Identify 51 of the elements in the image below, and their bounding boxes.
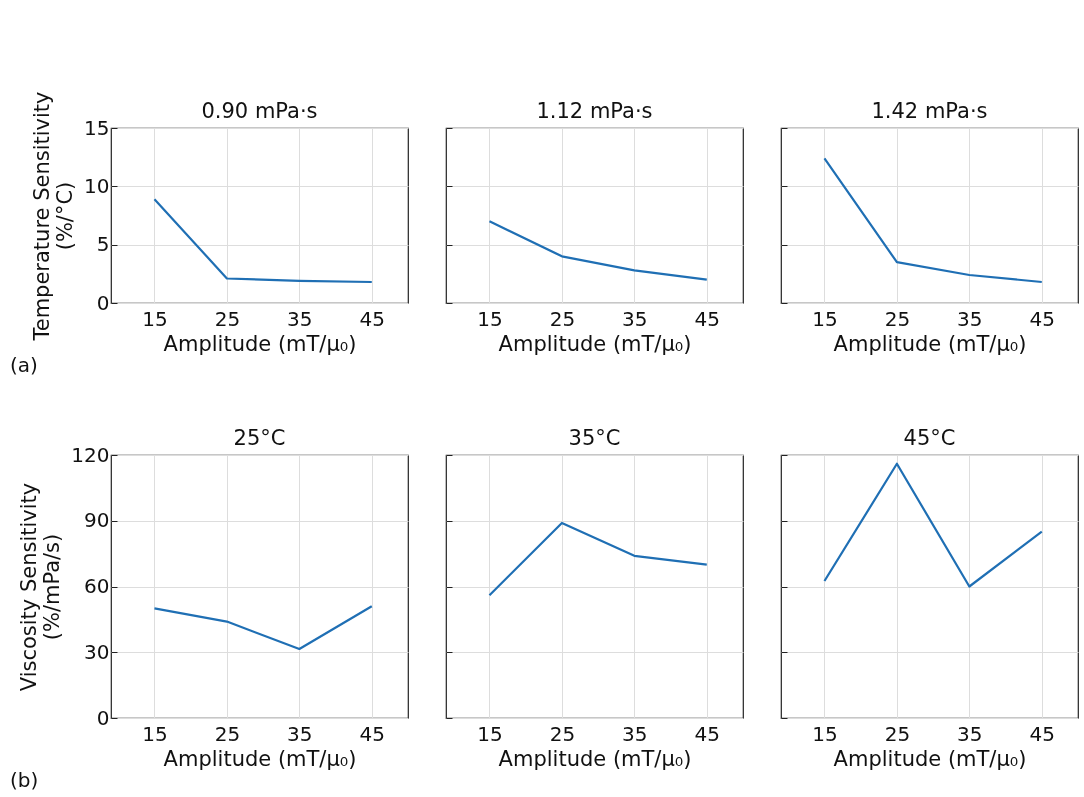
text: (a) [10,353,38,377]
chart-title: 0.90 mPa·s [201,99,318,123]
x-tick-label: 45 [359,306,386,331]
x-tick-label: 25 [214,721,241,746]
x-tick-label: 25 [214,306,241,331]
x-tick-label: 35 [287,306,313,331]
x-tick-label: 35 [622,306,648,331]
x-tick-label: 15 [812,306,838,331]
y-tick-label: 0 [96,705,110,730]
text: (b) [10,768,39,792]
chart-title: 45°C [903,426,956,450]
x-tick-label: 25 [884,721,911,746]
x-axis-title: Amplitude (mT/μ₀) [498,331,692,356]
x-tick-label: 15 [142,721,168,746]
x-tick-label: 15 [477,721,503,746]
y-tick-label: 10 [84,173,110,198]
y-tick-label: 120 [71,442,110,467]
x-axis-title: Amplitude (mT/μ₀) [163,746,357,771]
y-axis-title: Viscosity Sensitivity (%/mPa/s) [17,482,65,692]
y-tick-label: 15 [84,115,110,140]
y-tick-label: 30 [84,639,110,664]
x-tick-label: 35 [957,306,983,331]
x-tick-label: 25 [549,306,576,331]
y-axis-title: Temperature Sensitivity (%/°C) [30,91,78,342]
x-tick-label: 45 [694,721,721,746]
x-tick-label: 35 [622,721,648,746]
y-tick-label: 5 [96,232,110,257]
x-tick-label: 35 [957,721,983,746]
x-tick-label: 15 [142,306,168,331]
x-tick-label: 45 [1029,721,1056,746]
x-tick-label: 25 [549,721,576,746]
x-tick-label: 45 [1029,306,1056,331]
y-tick-label: 90 [84,508,110,533]
x-tick-label: 35 [287,721,313,746]
x-tick-label: 45 [694,306,721,331]
line-series [153,198,373,284]
chart-title: 1.12 mPa·s [536,99,653,123]
x-axis-title: Amplitude (mT/μ₀) [163,331,357,356]
chart-title: 25°C [233,426,286,450]
x-tick-label: 15 [477,306,503,331]
x-tick-label: 15 [812,721,838,746]
chart-title: 1.42 mPa·s [871,99,988,123]
line-series [153,605,373,651]
y-tick-label: 0 [96,290,110,315]
x-tick-label: 25 [884,306,911,331]
chart-title: 35°C [568,426,621,450]
x-tick-label: 45 [359,721,386,746]
x-axis-title: Amplitude (mT/μ₀) [833,331,1027,356]
x-axis-title: Amplitude (mT/μ₀) [833,746,1027,771]
y-tick-label: 60 [84,574,110,598]
x-axis-title: Amplitude (mT/μ₀) [498,746,692,771]
